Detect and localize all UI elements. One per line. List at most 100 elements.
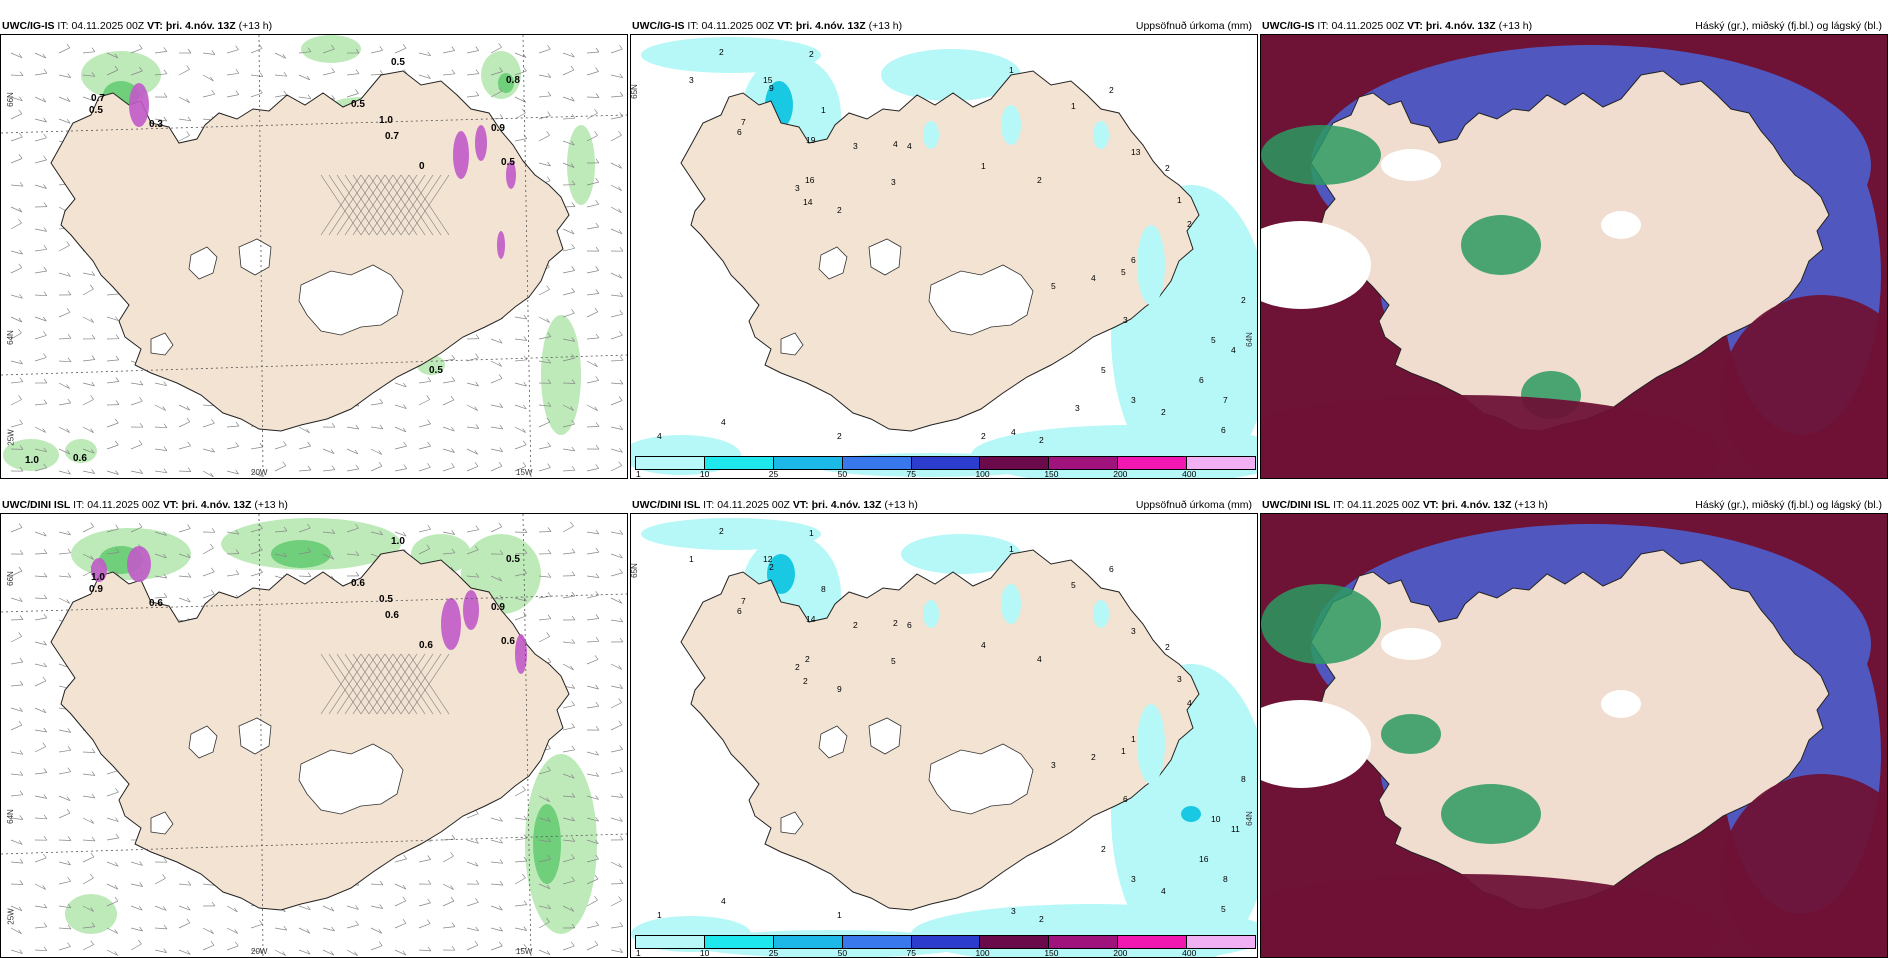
wind-barb <box>35 927 47 928</box>
wind-barb-flag <box>476 335 479 339</box>
wind-barb-flag <box>523 462 526 466</box>
wind-barb <box>59 598 70 604</box>
wind-barb-flag <box>44 923 47 927</box>
value-label: 3 <box>1051 760 1056 770</box>
value-label: 0.5 <box>351 99 365 110</box>
value-label: 4 <box>1187 698 1192 708</box>
wind-barb-flag <box>451 463 454 467</box>
green-area-4 <box>65 894 117 934</box>
wind-barb-flag <box>620 836 623 840</box>
value-label: 1 <box>821 105 826 115</box>
wind-barb <box>563 248 575 251</box>
map-frame[interactable] <box>1260 34 1888 479</box>
wind-barb <box>611 573 623 576</box>
wind-barb <box>419 381 431 383</box>
wind-barb <box>59 813 70 818</box>
value-label: 10 <box>1211 814 1220 824</box>
wind-barb <box>347 74 359 75</box>
low-cloud-1 <box>1461 215 1541 275</box>
lead-time: (+13 h) <box>869 20 903 32</box>
wind-barb-flag <box>139 440 142 444</box>
it-label: IT: <box>57 20 68 32</box>
value-label: 0.6 <box>149 598 163 609</box>
panel-wind-ig-is[interactable]: UWC/IG-IS IT: 04.11.2025 00Z VT: þri. 4.… <box>0 14 628 479</box>
value-label: 0.3 <box>149 119 163 130</box>
value-label: 6 <box>737 127 742 137</box>
wind-barb <box>347 950 358 956</box>
value-label: 11 <box>1231 824 1240 834</box>
wind-barb-flag <box>524 356 527 360</box>
wind-barb-flag <box>115 441 118 445</box>
wind-barb <box>611 900 622 906</box>
wind-barb <box>35 730 47 732</box>
lat-label-65n: 65N <box>630 563 639 578</box>
wind-barb-flag <box>139 523 142 527</box>
title-model: UWC/IG-IS <box>632 20 685 32</box>
value-label: 3 <box>1123 315 1128 325</box>
wind-barb-flag <box>164 424 167 428</box>
wind-barb <box>203 572 214 576</box>
wind-barb-flag <box>548 528 551 532</box>
green-area-7 <box>541 315 581 435</box>
value-label: 3 <box>1131 626 1136 636</box>
wind-barb-flag <box>92 48 95 52</box>
wind-barb-flag <box>476 880 479 884</box>
wind-barb <box>107 838 119 840</box>
wind-barb <box>11 424 23 427</box>
it-label: IT: <box>73 499 84 511</box>
wind-barb-flag <box>44 595 47 599</box>
panel-precip-dini[interactable]: UWC/DINI ISL IT: 04.11.2025 00Z VT: þri.… <box>630 493 1258 958</box>
wind-barb <box>443 901 454 906</box>
wind-barb-flag <box>284 91 287 95</box>
value-label: 1 <box>1131 734 1136 744</box>
wind-barb-flag <box>548 442 551 446</box>
value-label: 8 <box>1223 874 1228 884</box>
value-label: 6 <box>1199 375 1204 385</box>
vt-value: þri. 4.nóv. 13Z <box>796 20 866 32</box>
wind-barb-flag <box>356 572 359 576</box>
wind-barb-flag <box>283 462 286 466</box>
panel-cloud-ig-is[interactable]: UWC/IG-IS IT: 04.11.2025 00Z VT: þri. 4.… <box>1260 14 1888 479</box>
wind-barb <box>83 289 93 295</box>
panel-wind-dini[interactable]: UWC/DINI ISL IT: 04.11.2025 00Z VT: þri.… <box>0 493 628 958</box>
lon-label-25w: 25W <box>7 908 16 924</box>
wind-barb <box>611 750 623 753</box>
wind-barb <box>11 884 23 885</box>
panel-precip-ig-is[interactable]: UWC/IG-IS IT: 04.11.2025 00Z VT: þri. 4.… <box>630 14 1258 479</box>
wind-barb-flag <box>427 920 430 924</box>
panel-cloud-dini[interactable]: UWC/DINI ISL IT: 04.11.2025 00Z VT: þri.… <box>1260 493 1888 958</box>
wind-barb-flag <box>163 874 166 878</box>
wind-barb-flag <box>427 463 430 467</box>
wind-barb <box>539 49 550 53</box>
map-frame[interactable] <box>1260 513 1888 958</box>
wind-barb <box>35 553 47 554</box>
value-label: 4 <box>907 141 912 151</box>
wind-barb <box>611 314 623 317</box>
colorbar-swatch <box>773 935 843 949</box>
wind-barb-flag <box>548 92 551 96</box>
wind-barb-flag <box>20 859 23 863</box>
wind-barb-flag <box>596 200 599 204</box>
wind-barb <box>467 814 478 818</box>
wind-barb <box>11 862 23 863</box>
value-label: 1 <box>1177 195 1182 205</box>
wind-barb <box>443 927 455 928</box>
wind-barb-flag <box>475 898 478 902</box>
wind-barb-flag <box>140 423 143 427</box>
wind-barb-flag <box>452 377 455 381</box>
wind-barb <box>515 818 527 820</box>
wind-barb <box>395 923 406 928</box>
value-label: 0.6 <box>385 610 399 621</box>
wind-barb-flag <box>596 290 599 294</box>
wind-barb <box>179 97 190 103</box>
wind-barb-flag <box>452 923 455 927</box>
wind-barb <box>419 860 431 863</box>
vt-label: VT: <box>793 499 809 511</box>
wind-barb-flag <box>499 523 502 527</box>
wind-barb-flag <box>595 655 598 659</box>
wind-barb <box>83 527 94 532</box>
